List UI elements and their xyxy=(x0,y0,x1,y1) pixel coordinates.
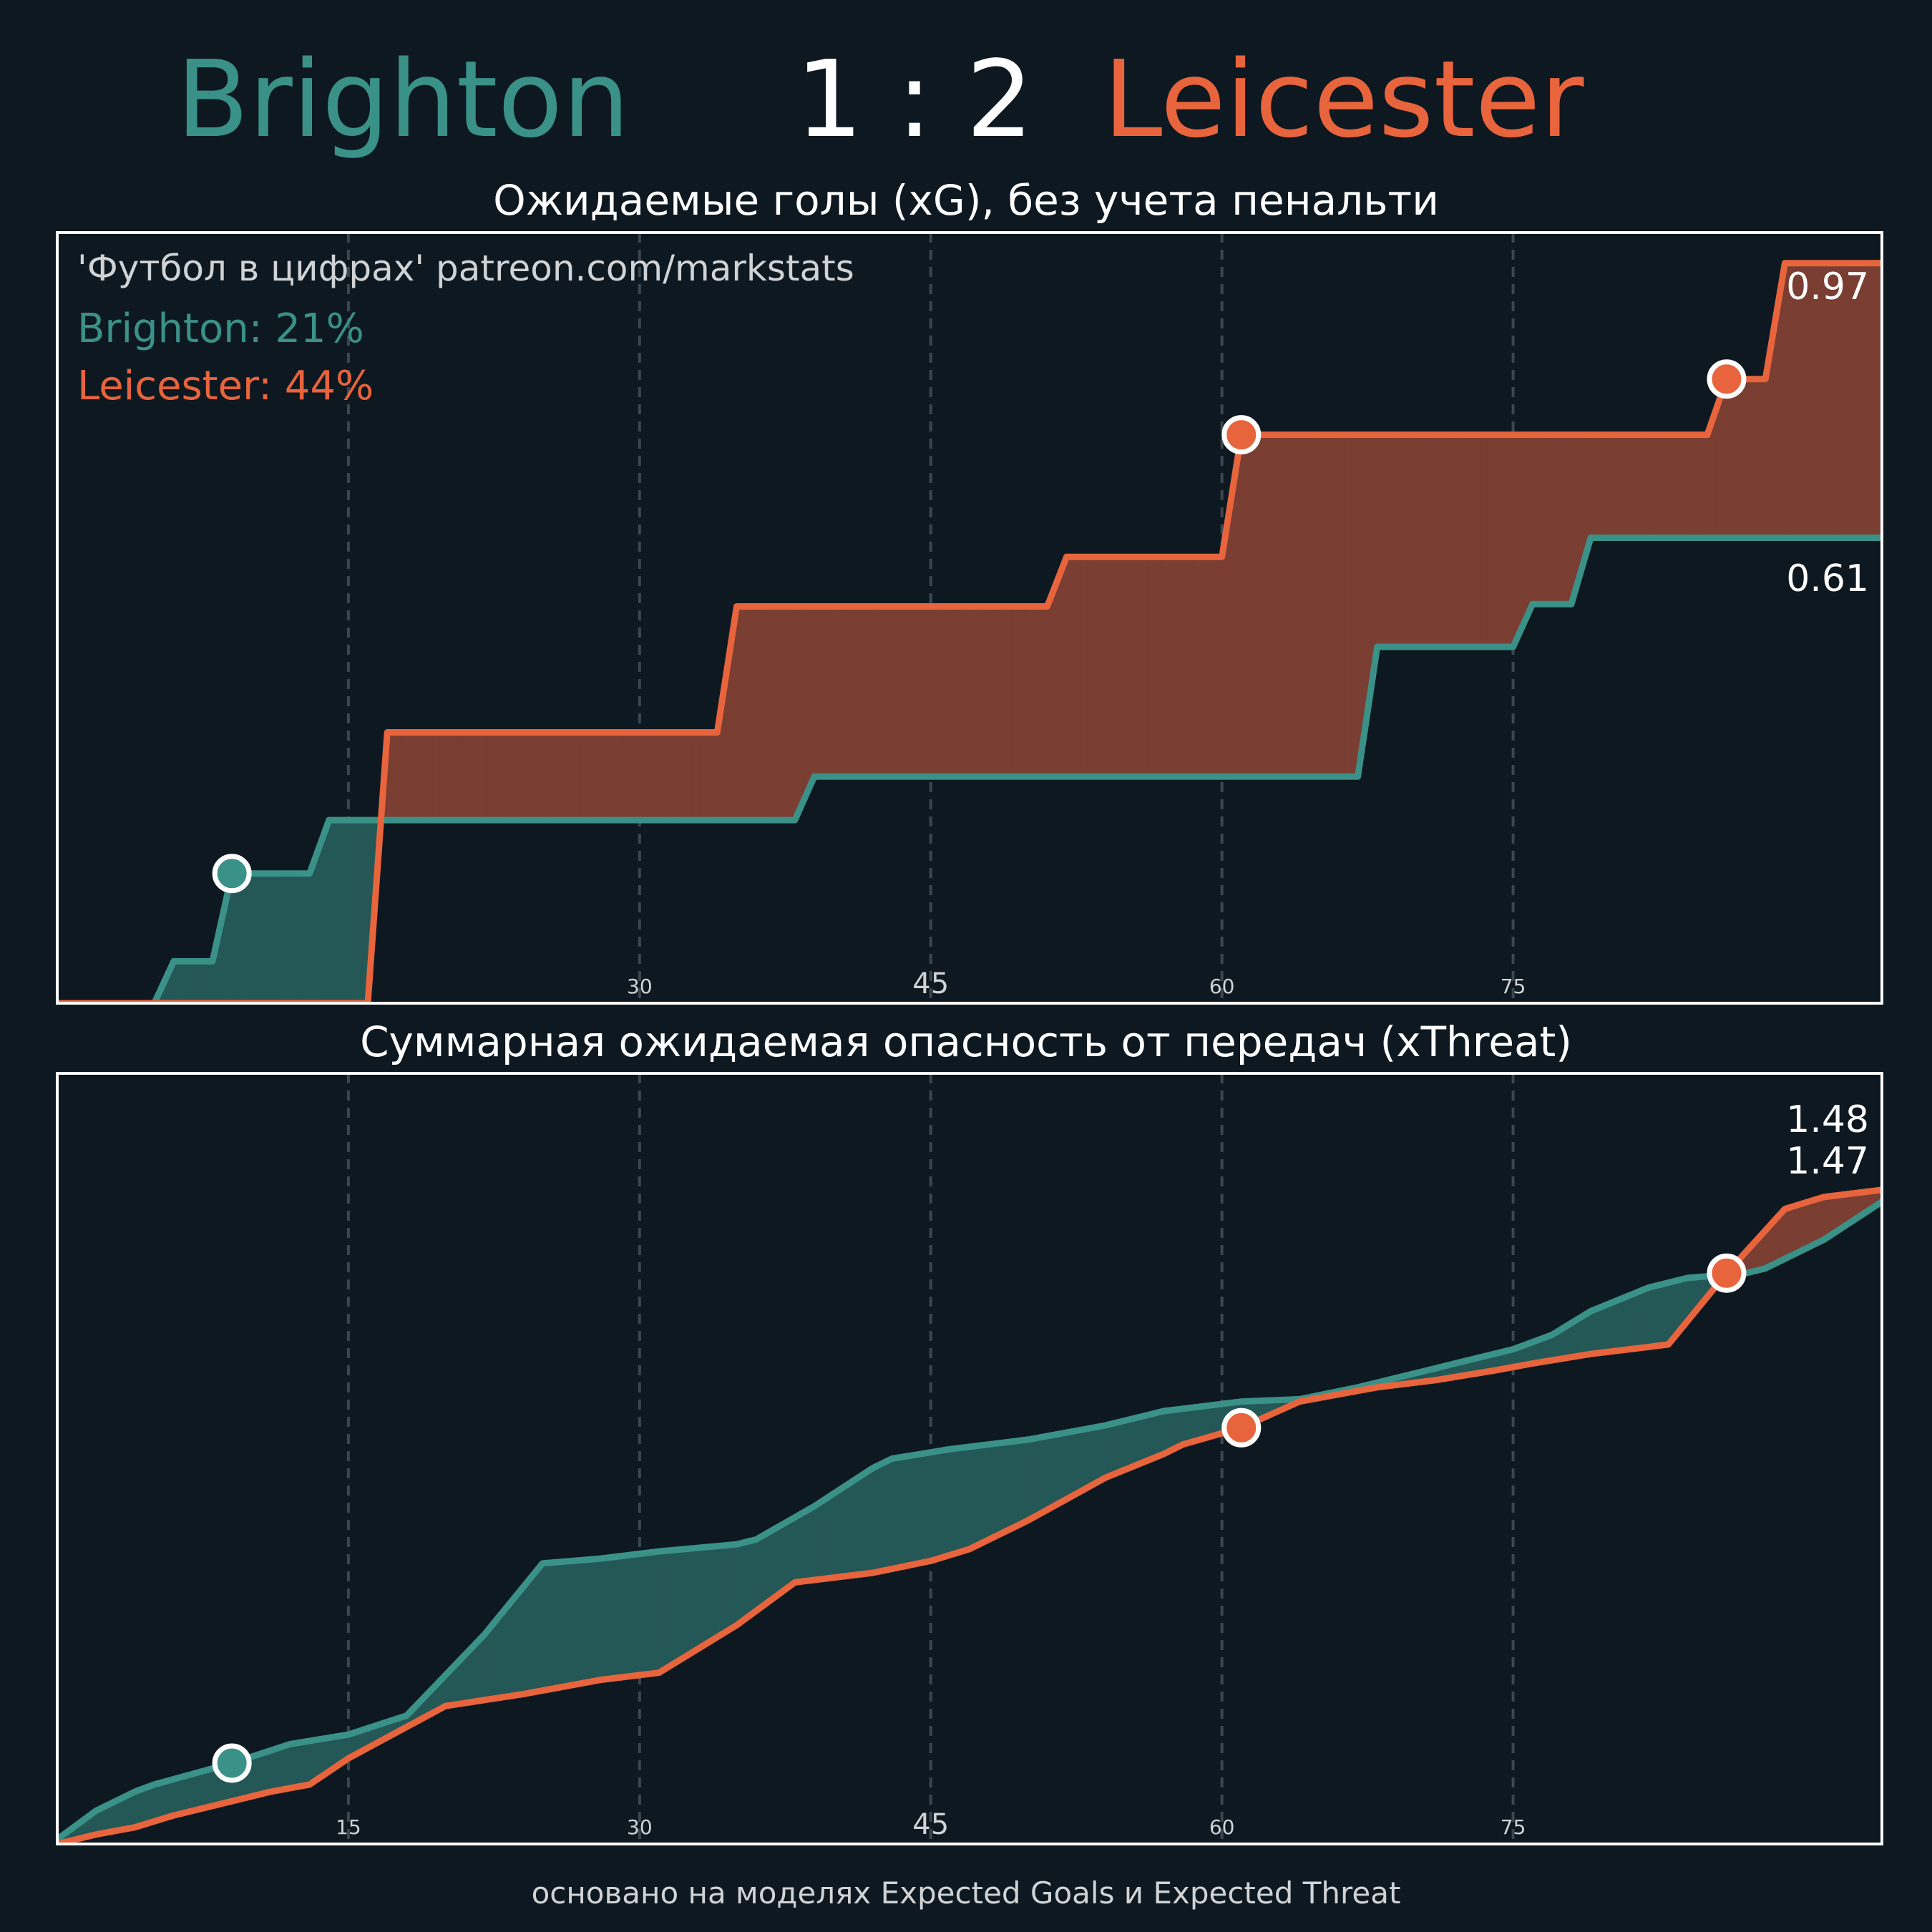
x-tick-label-45: 45 xyxy=(912,1808,949,1841)
watermark-text: 'Футбол в цифрах' patreon.com/markstats xyxy=(77,248,854,289)
home-team-name: Brighton xyxy=(176,38,630,161)
brighton-goal-marker xyxy=(212,854,252,894)
leicester-goal-marker xyxy=(1221,415,1262,455)
final-value-label: 0.97 xyxy=(1786,265,1869,308)
footer-source-note: основано на моделях Expected Goals и Exp… xyxy=(532,1875,1401,1911)
x-tick-label-75: 75 xyxy=(1501,975,1526,998)
leicester-goal-marker xyxy=(1221,1407,1262,1448)
match-score: 1 : 2 xyxy=(796,38,1033,161)
xg-chart-title: Ожидаемые голы (xG), без учета пенальти xyxy=(493,176,1439,225)
final-value-label: 1.47 xyxy=(1786,1140,1869,1183)
leicester-goal-marker xyxy=(1707,1253,1747,1293)
legend-home-probability: Brighton: 21% xyxy=(77,306,364,352)
x-tick-label-75: 75 xyxy=(1501,1815,1526,1839)
match-header: Brighton 1 : 2 Leicester xyxy=(176,38,1584,161)
brighton-goal-marker xyxy=(212,1743,252,1783)
away-team-name: Leicester xyxy=(1103,38,1584,161)
x-tick-label-45: 45 xyxy=(912,967,949,1000)
x-tick-label-15: 15 xyxy=(336,1815,361,1839)
x-tick-label-60: 60 xyxy=(1209,975,1235,998)
x-tick-label-30: 30 xyxy=(627,975,653,998)
final-value-label: 1.48 xyxy=(1786,1098,1869,1141)
leicester-goal-marker xyxy=(1707,359,1747,399)
xg-plot-area: 15304560750.970.61 xyxy=(56,231,1883,1005)
x-tick-label-60: 60 xyxy=(1209,1815,1235,1839)
x-tick-label-30: 30 xyxy=(627,1815,653,1839)
legend-away-probability: Leicester: 44% xyxy=(77,363,374,409)
final-value-label: 0.61 xyxy=(1786,557,1869,600)
xthreat-chart-title: Суммарная ожидаемая опасность от передач… xyxy=(360,1018,1572,1066)
